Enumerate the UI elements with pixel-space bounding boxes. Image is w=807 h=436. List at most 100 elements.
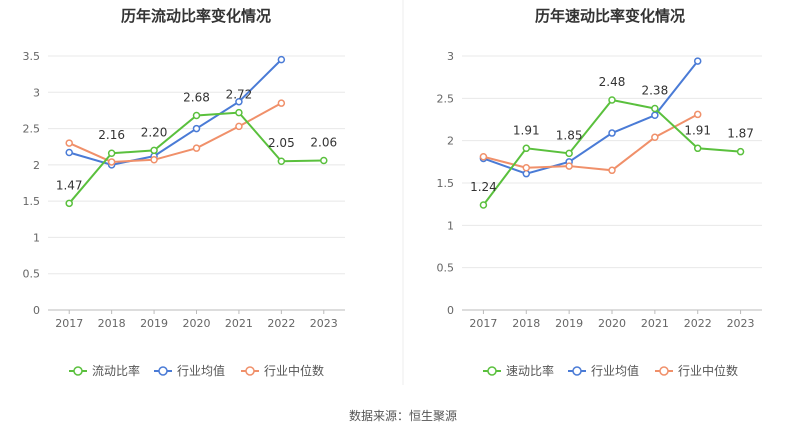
data-point-company[interactable] (320, 156, 328, 165)
data-point-industry_median[interactable] (235, 122, 243, 131)
legend-item-industry_avg[interactable]: 行业均值 (568, 363, 639, 378)
legend-label: 行业均值 (591, 363, 639, 378)
data-point-company[interactable] (150, 146, 158, 155)
data-label: 1.87 (727, 127, 754, 141)
legend-swatch-marker (572, 366, 582, 376)
legend-item-company[interactable]: 速动比率 (483, 363, 554, 378)
x-tick-label: 2022 (684, 317, 712, 330)
data-point-industry_median[interactable] (608, 166, 616, 175)
data-label: 1.91 (684, 123, 711, 137)
legend-label: 速动比率 (506, 363, 554, 378)
x-tick-label: 2020 (183, 317, 211, 330)
legend-item-industry_median[interactable]: 行业中位数 (241, 363, 324, 378)
data-label: 2.06 (310, 136, 337, 150)
x-tick-label: 2020 (598, 317, 626, 330)
data-point-industry_median[interactable] (479, 153, 488, 161)
x-tick-label: 2023 (310, 317, 338, 330)
legend-item-company[interactable]: 流动比率 (69, 363, 140, 378)
data-point-industry_median[interactable] (65, 139, 73, 147)
data-point-company[interactable] (651, 104, 659, 113)
data-label: 1.24 (470, 180, 497, 194)
data-label: 1.91 (513, 123, 540, 137)
current-ratio-chart: 0 0.5 1 1.5 2 2.5 3 3.5 2017 2018 2019 2020 2021 2022… (23, 50, 345, 330)
y-tick-label: 3.5 (23, 50, 41, 63)
quick-ratio-chart: 0 0.5 1 1.5 2 2.5 3 2017 2018 2019 2020 2021 2022 202… (437, 50, 762, 330)
chart-title-current-ratio: 历年流动比率变化情况 (121, 7, 271, 25)
data-label: 2.38 (641, 83, 668, 97)
legend-label: 行业中位数 (678, 363, 738, 378)
data-label: 2.48 (599, 75, 626, 89)
legend-swatch-marker (487, 366, 497, 376)
y-tick-label: 0 (447, 304, 454, 317)
data-point-company[interactable] (693, 144, 702, 153)
data-point-industry_avg[interactable] (65, 148, 73, 157)
data-point-industry_avg[interactable] (192, 124, 201, 133)
series-line-company (482, 98, 741, 206)
data-point-industry_median[interactable] (107, 158, 116, 166)
data-point-industry_median[interactable] (277, 99, 286, 107)
y-tick-label: 1 (447, 219, 454, 232)
y-tick-label: 1 (33, 231, 40, 244)
series-line-industry_avg (483, 60, 699, 175)
series-line-industry_avg (68, 58, 283, 166)
chart-title-quick-ratio: 历年速动比率变化情况 (535, 7, 685, 25)
legend-item-industry_median[interactable]: 行业中位数 (655, 363, 738, 378)
data-point-company[interactable] (479, 201, 488, 209)
data-point-industry_avg[interactable] (651, 111, 659, 120)
x-tick-label: 2019 (555, 317, 583, 330)
data-point-company[interactable] (192, 111, 201, 120)
data-point-company[interactable] (565, 149, 573, 158)
legend-label: 流动比率 (92, 363, 140, 378)
data-point-industry_median[interactable] (150, 156, 158, 164)
data-point-company[interactable] (522, 144, 531, 153)
y-tick-label: 3 (447, 50, 454, 63)
x-tick-label: 2018 (512, 317, 540, 330)
data-point-industry_median[interactable] (565, 162, 573, 170)
legend-item-industry_avg[interactable]: 行业均值 (154, 363, 225, 378)
data-point-company[interactable] (107, 149, 116, 157)
y-tick-label: 1.5 (437, 177, 455, 190)
legend-swatch-marker (158, 366, 168, 376)
y-tick-label: 2 (33, 159, 40, 172)
legend-swatch-marker (659, 366, 669, 376)
y-tick-label: 2.5 (23, 123, 41, 136)
legend-swatch-marker (245, 366, 255, 376)
data-point-company[interactable] (277, 157, 286, 165)
data-point-industry_avg[interactable] (608, 129, 616, 137)
data-point-industry_avg[interactable] (277, 55, 286, 64)
data-point-industry_median[interactable] (651, 133, 659, 142)
current-ratio-legend: 流动比率 行业均值 行业中位数 (69, 363, 324, 378)
data-point-company[interactable] (235, 108, 243, 117)
x-tick-label: 2021 (225, 317, 253, 330)
x-tick-label: 2023 (727, 317, 755, 330)
data-label: 2.16 (98, 128, 125, 142)
data-point-industry_avg[interactable] (522, 169, 531, 178)
y-tick-label: 3 (33, 86, 40, 99)
x-tick-label: 2017 (469, 317, 497, 330)
x-tick-label: 2017 (55, 317, 83, 330)
legend-label: 行业均值 (177, 363, 225, 378)
data-label: 2.68 (183, 91, 210, 105)
data-point-company[interactable] (65, 199, 73, 208)
data-point-industry_median[interactable] (192, 144, 201, 152)
data-label: 2.05 (268, 136, 295, 150)
data-point-industry_avg[interactable] (235, 97, 243, 106)
data-point-industry_median[interactable] (693, 110, 702, 119)
y-tick-label: 0.5 (437, 262, 455, 275)
y-tick-label: 0 (33, 304, 40, 317)
legend-label: 行业中位数 (264, 363, 324, 378)
x-tick-label: 2022 (267, 317, 295, 330)
x-tick-label: 2018 (98, 317, 126, 330)
y-tick-label: 1.5 (23, 195, 41, 208)
data-label: 1.85 (556, 128, 583, 142)
legend-swatch-marker (73, 366, 83, 376)
x-tick-label: 2021 (641, 317, 669, 330)
data-label: 2.72 (226, 88, 253, 102)
data-label: 2.20 (141, 125, 168, 139)
data-point-company[interactable] (736, 147, 745, 156)
data-point-industry_avg[interactable] (693, 57, 702, 65)
data-point-industry_median[interactable] (522, 164, 531, 172)
y-tick-label: 2.5 (437, 92, 455, 105)
data-point-company[interactable] (608, 96, 616, 104)
